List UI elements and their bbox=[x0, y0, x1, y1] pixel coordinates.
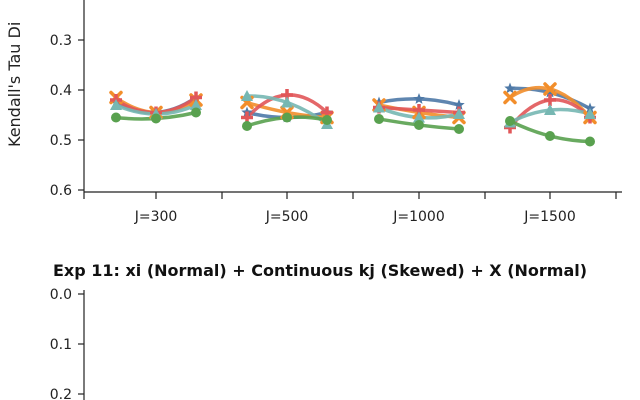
data-point-x bbox=[503, 90, 517, 105]
top-series-group bbox=[109, 82, 597, 147]
data-point-star bbox=[413, 93, 425, 104]
chart-title: Exp 11: xi (Normal) + Continuous kj (Ske… bbox=[53, 261, 587, 280]
data-point-circle bbox=[191, 107, 201, 118]
data-point-star bbox=[504, 82, 516, 94]
data-point-star bbox=[453, 99, 465, 110]
y-tick-label: 0.1 bbox=[50, 337, 72, 353]
x-tick-label: J=1000 bbox=[392, 209, 445, 225]
data-point-triangle bbox=[413, 111, 425, 123]
bottom-panel: Exp 11: xi (Normal) + Continuous kj (Ske… bbox=[50, 261, 587, 400]
data-point-triangle bbox=[241, 90, 253, 101]
data-point-circle bbox=[585, 136, 595, 147]
data-point-circle bbox=[111, 112, 121, 123]
data-point-circle bbox=[151, 113, 161, 124]
y-tick-label: 0.5 bbox=[50, 133, 72, 149]
y-tick-label: 0.3 bbox=[50, 33, 72, 49]
top-y-axis: 0.3 0.4 0.5 0.6 bbox=[50, 0, 85, 199]
data-point-triangle bbox=[584, 108, 596, 119]
y-tick-label: 0.6 bbox=[50, 183, 72, 199]
data-point-circle bbox=[282, 112, 292, 123]
data-point-triangle bbox=[373, 101, 385, 113]
data-point-triangle bbox=[190, 99, 202, 110]
data-point-triangle bbox=[544, 104, 556, 115]
data-point-triangle bbox=[453, 108, 465, 119]
x-tick-label: J=500 bbox=[265, 209, 309, 225]
data-point-star bbox=[584, 102, 596, 114]
data-point-circle bbox=[322, 115, 332, 125]
data-point-circle bbox=[454, 124, 464, 134]
y-tick-label: 0.4 bbox=[50, 83, 72, 99]
y-tick-label: 0.2 bbox=[50, 387, 72, 400]
top-panel: Kendall's Tau Di 0.3 0.4 0.5 0.6 J=300 J=500… bbox=[5, 0, 622, 225]
data-point-circle bbox=[374, 114, 384, 124]
data-point-x bbox=[543, 82, 557, 96]
data-point-triangle bbox=[110, 99, 122, 110]
y-tick-label: 0.0 bbox=[50, 287, 72, 303]
data-point-circle bbox=[545, 131, 555, 141]
x-tick-label: J=300 bbox=[134, 209, 178, 225]
data-point-circle bbox=[505, 116, 515, 126]
data-point-triangle bbox=[281, 96, 293, 108]
x-tick-label: J=1500 bbox=[523, 209, 576, 225]
data-point-circle bbox=[242, 121, 252, 131]
y-axis-label: Kendall's Tau Di bbox=[5, 22, 24, 147]
data-point-circle bbox=[414, 120, 424, 130]
data-point-star bbox=[544, 86, 556, 98]
top-x-axis: J=300 J=500 J=1000 J=1500 bbox=[83, 191, 622, 225]
bottom-y-axis: 0.0 0.1 0.2 bbox=[50, 287, 85, 400]
